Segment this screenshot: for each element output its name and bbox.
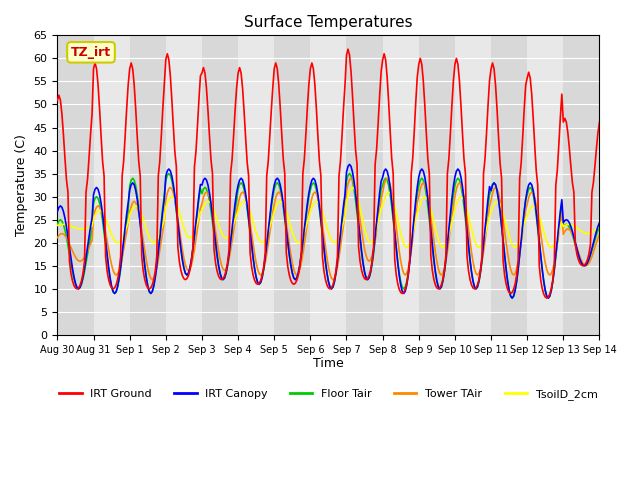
Bar [527,36,563,335]
Bar [238,36,274,335]
Legend: IRT Ground, IRT Canopy, Floor Tair, Tower TAir, TsoilD_2cm: IRT Ground, IRT Canopy, Floor Tair, Towe… [55,384,602,404]
Bar [166,36,202,335]
Bar [563,36,600,335]
Bar [419,36,455,335]
Bar [93,36,130,335]
Bar [130,36,166,335]
Bar [455,36,491,335]
Bar [346,36,383,335]
Bar [274,36,310,335]
Title: Surface Temperatures: Surface Temperatures [244,15,413,30]
Bar [383,36,419,335]
Bar [310,36,346,335]
Bar [58,36,93,335]
X-axis label: Time: Time [313,358,344,371]
Y-axis label: Temperature (C): Temperature (C) [15,134,28,236]
Bar [202,36,238,335]
Text: TZ_irt: TZ_irt [71,46,111,59]
Bar [491,36,527,335]
